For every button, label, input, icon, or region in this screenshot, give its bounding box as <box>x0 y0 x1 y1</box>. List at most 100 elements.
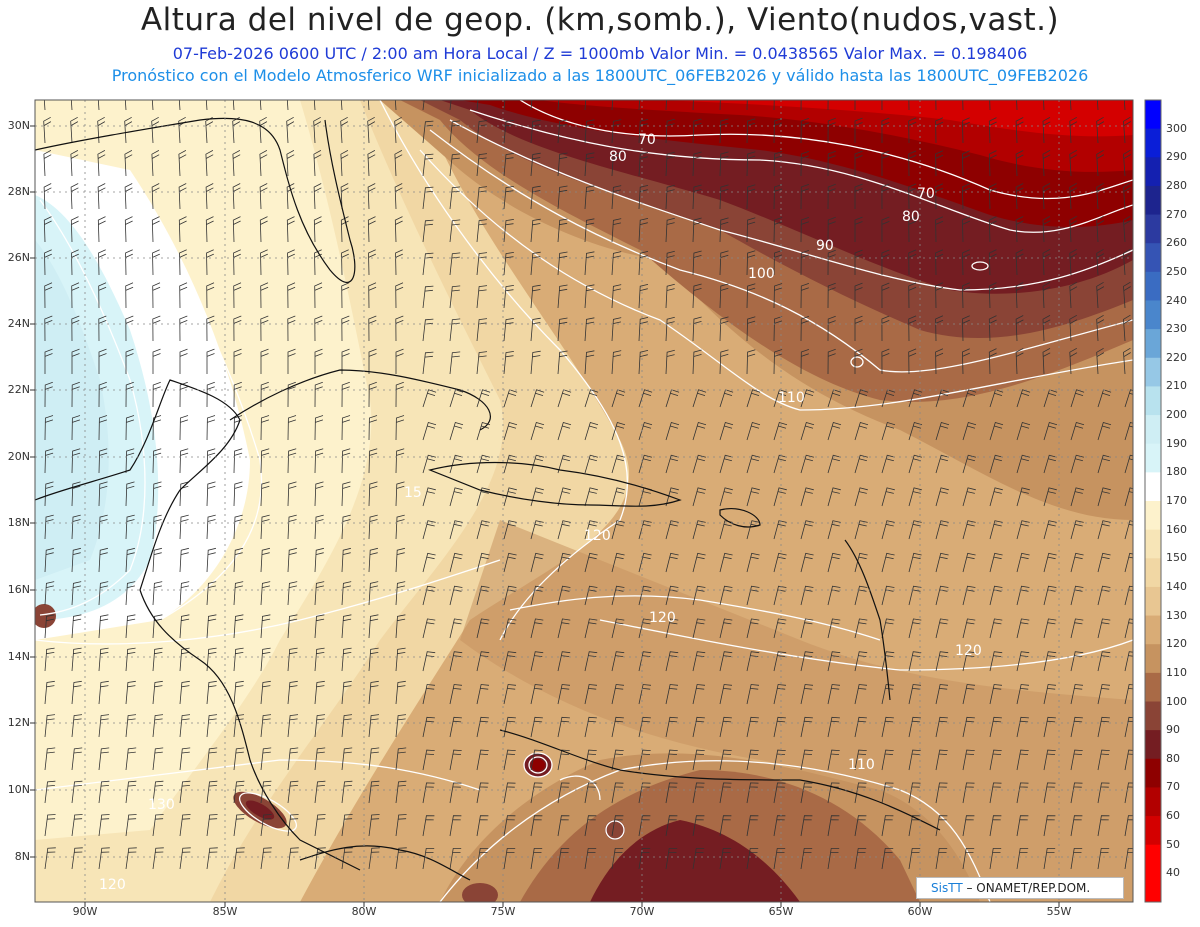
wind-barb <box>395 780 407 804</box>
lat-label: 12N <box>7 716 30 729</box>
wind-barb <box>1042 282 1051 309</box>
wind-barbs <box>43 100 1133 870</box>
wind-barb <box>557 350 568 375</box>
wind-barb <box>125 614 136 639</box>
wind-barb <box>961 183 970 210</box>
wind-barb <box>395 514 405 540</box>
wind-barb <box>98 581 109 606</box>
wind-barb <box>503 585 517 606</box>
wind-barb <box>503 120 514 144</box>
wind-barb <box>988 249 997 276</box>
wind-barb <box>988 150 997 177</box>
wind-barb <box>44 780 56 804</box>
wind-barb <box>260 348 269 374</box>
colorbar-label: 140 <box>1166 579 1187 593</box>
wind-barb <box>692 454 707 474</box>
wind-barb <box>71 481 81 507</box>
wind-barb <box>476 285 488 309</box>
wind-barb <box>43 183 52 210</box>
colorbar-swatch <box>1145 787 1161 817</box>
wind-barb <box>611 185 622 210</box>
wind-barb <box>881 815 894 837</box>
wind-barb <box>205 100 208 111</box>
wind-barb <box>1043 618 1057 639</box>
wind-barb <box>71 647 82 672</box>
wind-barb <box>881 749 894 771</box>
wind-barb <box>341 348 350 374</box>
map-title: Altura del nivel de geop. (km,somb.), Vi… <box>140 2 1060 38</box>
wind-barb <box>692 552 706 573</box>
wind-barb <box>800 782 813 804</box>
wind-barb <box>179 714 191 738</box>
wind-barb <box>584 119 595 144</box>
wind-barb <box>1096 215 1105 243</box>
lat-label: 16N <box>7 583 30 596</box>
wind-barb <box>287 747 299 771</box>
wind-barb <box>125 714 137 738</box>
wind-barb <box>287 780 299 804</box>
lat-lon-grid <box>35 100 1133 902</box>
wind-barb <box>611 651 625 672</box>
wind-barb <box>800 848 813 870</box>
wind-barb <box>638 651 652 672</box>
wind-barb <box>260 547 270 573</box>
wind-barb <box>313 150 322 177</box>
wind-barb <box>422 454 437 474</box>
lon-label: 80W <box>351 905 377 918</box>
wind-barb <box>746 316 756 342</box>
wind-barb <box>881 848 894 870</box>
wind-barb <box>1097 815 1110 837</box>
wind-barb <box>1124 454 1133 474</box>
wind-barb <box>961 282 970 309</box>
wind-barb <box>638 284 649 309</box>
wind-barb <box>881 422 896 441</box>
wind-barb <box>611 782 624 804</box>
wind-barb <box>152 847 164 870</box>
wind-barb <box>854 716 867 738</box>
wind-barb <box>665 217 675 243</box>
wind-barb <box>1097 585 1111 606</box>
wind-barb <box>71 614 82 639</box>
wind-barb <box>719 782 732 804</box>
wind-barb <box>233 680 244 705</box>
wind-barb <box>800 422 815 441</box>
wind-barb <box>989 454 1004 474</box>
wind-barb <box>611 520 625 540</box>
wind-barb <box>773 100 775 111</box>
wind-barb <box>152 514 162 540</box>
wind-barb <box>503 219 514 243</box>
wind-barb <box>746 651 760 672</box>
wind-barb <box>881 520 895 540</box>
wind-barb <box>43 150 52 177</box>
wind-barb <box>98 547 108 573</box>
wind-barb <box>557 100 560 111</box>
wind-barb <box>611 119 622 144</box>
wind-barb <box>935 282 944 309</box>
contour-label: 100 <box>748 266 775 282</box>
colorbar-label: 230 <box>1166 322 1187 336</box>
wind-barb <box>422 651 436 672</box>
wind-barb <box>881 100 883 111</box>
wind-barb <box>692 848 705 870</box>
contour-label: 110 <box>778 390 805 406</box>
wind-barb <box>854 848 867 870</box>
wind-barb <box>43 100 46 111</box>
colorbar-label: 130 <box>1166 608 1187 622</box>
wind-barb <box>314 481 324 507</box>
wind-barb <box>233 747 245 771</box>
wind-barb <box>827 117 836 144</box>
wind-barb <box>1042 315 1051 342</box>
colorbar-label: 300 <box>1166 121 1187 135</box>
wind-barb <box>665 684 679 705</box>
wind-barb <box>260 249 268 276</box>
wind-barb <box>800 184 810 210</box>
wind-barb <box>1070 422 1085 441</box>
wind-barb <box>70 116 79 144</box>
wind-barb <box>719 651 733 672</box>
wind-barb <box>881 249 890 276</box>
wind-barb <box>638 716 651 738</box>
wind-barb <box>719 422 734 441</box>
wind-barb <box>395 381 404 408</box>
wind-barb <box>233 714 245 738</box>
wind-barb <box>719 151 729 177</box>
